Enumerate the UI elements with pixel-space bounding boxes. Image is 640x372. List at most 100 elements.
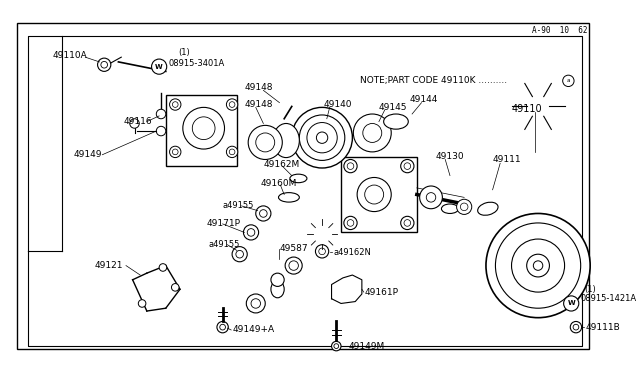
Text: 49121: 49121 <box>95 261 124 270</box>
Text: 49110: 49110 <box>511 104 542 114</box>
Circle shape <box>570 321 582 333</box>
Text: 49116: 49116 <box>123 117 152 126</box>
Circle shape <box>271 273 284 286</box>
Circle shape <box>256 133 275 152</box>
Text: 49161P: 49161P <box>365 288 399 296</box>
Circle shape <box>285 257 302 274</box>
Ellipse shape <box>477 202 498 215</box>
Text: (1): (1) <box>584 285 596 294</box>
Text: 49110A: 49110A <box>52 51 87 60</box>
Circle shape <box>347 219 354 226</box>
Ellipse shape <box>442 204 458 214</box>
Circle shape <box>460 203 468 211</box>
Circle shape <box>316 245 329 258</box>
Circle shape <box>256 206 271 221</box>
Circle shape <box>495 223 580 308</box>
Circle shape <box>229 149 235 155</box>
Text: a49162N: a49162N <box>333 248 371 257</box>
Circle shape <box>344 160 357 173</box>
Circle shape <box>300 115 345 160</box>
Circle shape <box>365 185 383 204</box>
Circle shape <box>159 264 167 271</box>
Circle shape <box>289 261 298 270</box>
Text: a49155: a49155 <box>209 240 240 249</box>
Circle shape <box>232 247 247 262</box>
Circle shape <box>401 216 414 230</box>
Text: 08915-1421A: 08915-1421A <box>580 294 637 303</box>
Circle shape <box>130 119 140 128</box>
Circle shape <box>316 132 328 143</box>
Text: 49160M: 49160M <box>260 179 297 187</box>
Text: W: W <box>567 301 575 307</box>
Circle shape <box>347 163 354 169</box>
Text: 49148: 49148 <box>244 83 273 92</box>
Circle shape <box>170 146 181 158</box>
Circle shape <box>236 250 243 258</box>
Circle shape <box>227 146 238 158</box>
Ellipse shape <box>290 174 307 183</box>
Circle shape <box>220 324 225 330</box>
Circle shape <box>183 108 225 149</box>
Circle shape <box>563 75 574 87</box>
Text: a49155: a49155 <box>223 201 254 211</box>
Circle shape <box>486 214 590 318</box>
Circle shape <box>251 299 260 308</box>
Bar <box>166 95 237 166</box>
Circle shape <box>426 193 436 202</box>
Circle shape <box>248 125 282 160</box>
Circle shape <box>247 229 255 236</box>
Circle shape <box>227 99 238 110</box>
Text: 49130: 49130 <box>436 152 465 161</box>
Circle shape <box>172 102 178 108</box>
Text: 49111: 49111 <box>493 155 521 164</box>
Text: 49171P: 49171P <box>207 219 241 228</box>
Circle shape <box>307 122 337 153</box>
Ellipse shape <box>383 114 408 129</box>
Circle shape <box>511 239 564 292</box>
Circle shape <box>334 344 339 349</box>
Circle shape <box>260 210 267 217</box>
Text: 49144: 49144 <box>409 95 438 104</box>
Circle shape <box>172 283 179 291</box>
Circle shape <box>192 117 215 140</box>
Circle shape <box>404 219 411 226</box>
Circle shape <box>156 109 166 119</box>
Circle shape <box>101 61 108 68</box>
Circle shape <box>404 163 411 169</box>
Circle shape <box>152 59 167 74</box>
Circle shape <box>420 186 442 209</box>
Text: a: a <box>566 78 570 83</box>
Circle shape <box>564 296 579 311</box>
Circle shape <box>172 149 178 155</box>
Text: 49162M: 49162M <box>263 160 300 169</box>
Text: (1): (1) <box>178 48 190 57</box>
Circle shape <box>527 254 549 277</box>
Text: 49149: 49149 <box>74 150 102 159</box>
Ellipse shape <box>271 281 284 298</box>
Circle shape <box>363 124 381 142</box>
Text: W: W <box>156 64 163 70</box>
Circle shape <box>156 126 166 136</box>
Circle shape <box>243 225 259 240</box>
Text: 49587: 49587 <box>280 244 308 253</box>
Circle shape <box>229 102 235 108</box>
Text: 49111B: 49111B <box>586 323 620 332</box>
Bar <box>341 157 417 232</box>
Text: 49149+A: 49149+A <box>232 326 274 334</box>
Text: A-90  10  62: A-90 10 62 <box>532 26 588 35</box>
Text: 49140: 49140 <box>324 100 353 109</box>
Circle shape <box>292 108 353 168</box>
Circle shape <box>456 199 472 214</box>
Circle shape <box>533 261 543 270</box>
Ellipse shape <box>273 124 300 158</box>
Circle shape <box>246 294 265 313</box>
Circle shape <box>573 324 579 330</box>
Ellipse shape <box>278 193 300 202</box>
Text: 49148: 49148 <box>244 100 273 109</box>
Text: 49149M: 49149M <box>349 341 385 350</box>
Circle shape <box>353 114 391 152</box>
Text: 49145: 49145 <box>379 103 408 112</box>
Circle shape <box>401 160 414 173</box>
Circle shape <box>319 248 325 255</box>
Circle shape <box>332 341 341 351</box>
